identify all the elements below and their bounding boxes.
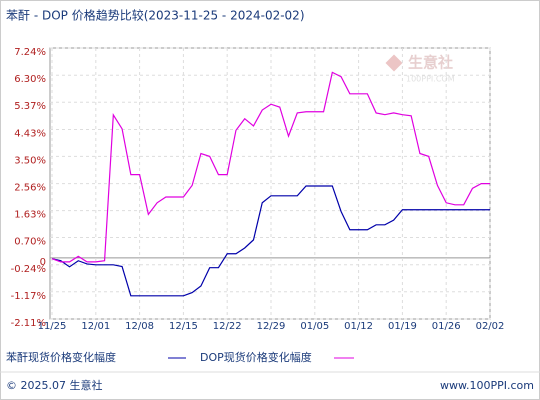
- x-tick-label: 01/05: [300, 321, 329, 332]
- x-tick-label: 12/08: [125, 321, 154, 332]
- x-tick-label: 01/12: [344, 321, 373, 332]
- y-tick-label: 2.56%: [14, 183, 46, 194]
- watermark-url: 100PPI.COM: [406, 75, 455, 84]
- y-tick-label: 3.50%: [14, 155, 46, 166]
- y-tick-label: 0.70%: [14, 237, 46, 248]
- x-tick-label: 11/25: [38, 321, 67, 332]
- website: www.100PPI.com: [440, 379, 534, 392]
- copyright: © 2025.07 生意社: [6, 378, 102, 392]
- series-line: [51, 71, 490, 263]
- y-tick-label: 7.24%: [14, 47, 46, 58]
- x-tick-label: 01/19: [388, 321, 417, 332]
- x-tick-label: 02/02: [476, 321, 505, 332]
- legend-label: 苯酐现货价格变化幅度: [6, 350, 116, 364]
- y-tick-label: -1.17%: [11, 291, 46, 302]
- y-tick-label: -0.24%: [11, 264, 46, 275]
- watermark-title: 生意社: [408, 54, 453, 72]
- chart-title: 苯酐 - DOP 价格趋势比较(2023-11-25 - 2024-02-02): [6, 8, 305, 23]
- series-line: [51, 185, 490, 297]
- x-tick-label: 12/15: [169, 321, 198, 332]
- x-tick-label: 12/29: [257, 321, 286, 332]
- x-tick-label: 01/26: [432, 321, 461, 332]
- x-tick-label: 12/22: [213, 321, 242, 332]
- y-tick-label: 1.63%: [14, 210, 46, 221]
- x-tick-label: 12/01: [81, 321, 110, 332]
- y-tick-label: -2.11%: [11, 318, 46, 329]
- y-tick-label: 4.43%: [14, 128, 46, 139]
- legend-label: DOP现货价格变化幅度: [200, 350, 312, 364]
- y-tick-label: 0: [40, 257, 46, 268]
- y-tick-label: 6.30%: [14, 74, 46, 85]
- y-tick-label: 5.37%: [14, 101, 46, 112]
